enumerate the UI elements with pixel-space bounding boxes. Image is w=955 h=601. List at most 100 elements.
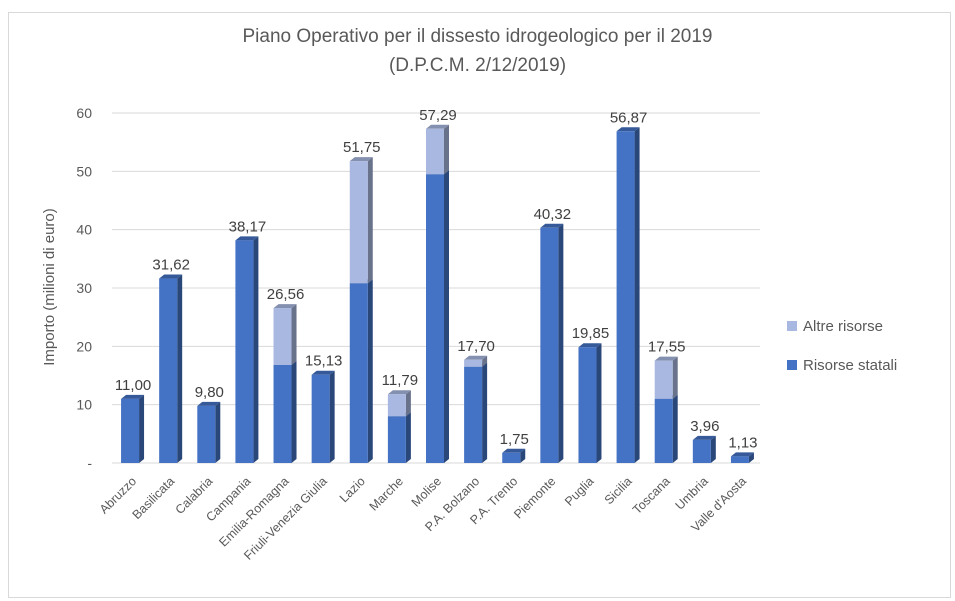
bar-top (502, 448, 526, 453)
bar-top (540, 223, 564, 228)
chart-title-line-1: Piano Operativo per il dissesto idrogeol… (242, 26, 713, 47)
bar-side (672, 356, 678, 399)
bar-segment (349, 279, 373, 463)
bar-top (197, 401, 221, 406)
data-label: 17,55 (648, 339, 686, 356)
legend-label: Altre risorse (803, 318, 883, 335)
bar-segment (349, 157, 373, 284)
bar-segment (692, 435, 716, 463)
x-tick-label: Marche (367, 474, 406, 513)
legend-swatch (787, 360, 797, 370)
bar-segment (654, 356, 678, 399)
bar-side (558, 223, 564, 463)
bar-side (444, 170, 449, 463)
data-label: 51,75 (343, 139, 381, 156)
legend-swatch (787, 321, 797, 331)
bar-front (502, 452, 521, 463)
data-label: 1,13 (728, 434, 757, 451)
bar-side (520, 448, 526, 463)
x-tick-label: Piemonte (511, 474, 558, 521)
bar-side (367, 157, 373, 284)
data-label: 38,17 (229, 218, 267, 235)
y-tick-label: - (87, 455, 92, 471)
bar-segment (235, 236, 259, 463)
y-tick-label: 50 (76, 163, 92, 179)
data-label: 40,32 (534, 206, 572, 223)
x-tick-label: Sicilia (602, 474, 635, 507)
bar-side (482, 362, 488, 463)
bar-side (596, 343, 602, 463)
legend-label: Risorse statali (803, 357, 897, 374)
data-labels: 11,00 31,62 9,80 38,17 26,56 15,13 51,75 11,79 5… (115, 107, 758, 452)
data-label: 11,79 (382, 372, 418, 389)
bar-segment (654, 394, 678, 463)
bar-side (710, 435, 716, 463)
data-label: 15,13 (305, 353, 343, 370)
bar-side (291, 361, 297, 463)
bars (121, 124, 754, 463)
bar-front (464, 359, 483, 367)
bar-side (672, 394, 678, 463)
bar-top (692, 435, 716, 440)
chart-title: Piano Operativo per il dissesto idrogeol… (0, 22, 955, 80)
data-label: 56,87 (610, 109, 648, 126)
bar-top (730, 452, 754, 457)
bar-side (367, 279, 373, 463)
legend-item: Altre risorse (787, 318, 883, 335)
bar-segment (159, 274, 183, 463)
bar-side (748, 452, 754, 463)
legend-item: Risorse statali (787, 357, 897, 374)
bar-segment (311, 370, 335, 463)
bar-segment (502, 448, 526, 463)
bar-top (387, 390, 411, 395)
bar-top (159, 274, 183, 279)
bar-front (273, 365, 292, 463)
bar-segment (540, 223, 564, 463)
bar-front (159, 278, 178, 463)
bar-front (464, 366, 483, 463)
bar-side (177, 274, 183, 463)
bar-front (692, 439, 711, 463)
y-tick-label: 20 (76, 338, 92, 354)
bar-front (197, 405, 216, 463)
bar-segment (426, 170, 449, 463)
bar-top (654, 356, 678, 361)
data-label: 17,70 (457, 338, 495, 355)
bar-front (654, 360, 673, 399)
bar-segment (387, 390, 411, 417)
bar-top (349, 157, 373, 162)
bar-segment (273, 361, 297, 463)
bar-front (426, 174, 444, 463)
x-tick-label: Puglia (562, 474, 597, 509)
bar-side (634, 127, 640, 463)
bar-segment (464, 362, 488, 463)
data-label: 26,56 (267, 286, 305, 303)
bar-front (654, 398, 673, 463)
bar-top (311, 370, 335, 375)
bar-front (387, 416, 406, 463)
bar-side (215, 401, 221, 463)
bar-front (730, 456, 749, 463)
bar-front (349, 161, 368, 284)
data-label: 11,00 (115, 377, 151, 394)
data-label: 19,85 (572, 325, 610, 342)
x-tick-label: Toscana (630, 474, 673, 517)
bar-front (235, 240, 254, 463)
bar-front (349, 283, 368, 463)
bar-side (405, 412, 411, 463)
bar-segment (121, 394, 145, 463)
bar-top (235, 236, 259, 241)
bar-segment (273, 304, 297, 365)
legend: Altre risorse Risorse statali (787, 318, 897, 374)
bar-front (426, 128, 444, 175)
bar-front (311, 374, 330, 463)
bar-side (482, 355, 488, 367)
bar-side (253, 236, 259, 463)
bar-front (121, 398, 140, 463)
bar-top (464, 355, 488, 360)
bar-top (121, 394, 145, 399)
data-label: 9,80 (195, 384, 224, 401)
x-tick-label: Molise (409, 474, 444, 509)
bar-segment (197, 401, 221, 463)
